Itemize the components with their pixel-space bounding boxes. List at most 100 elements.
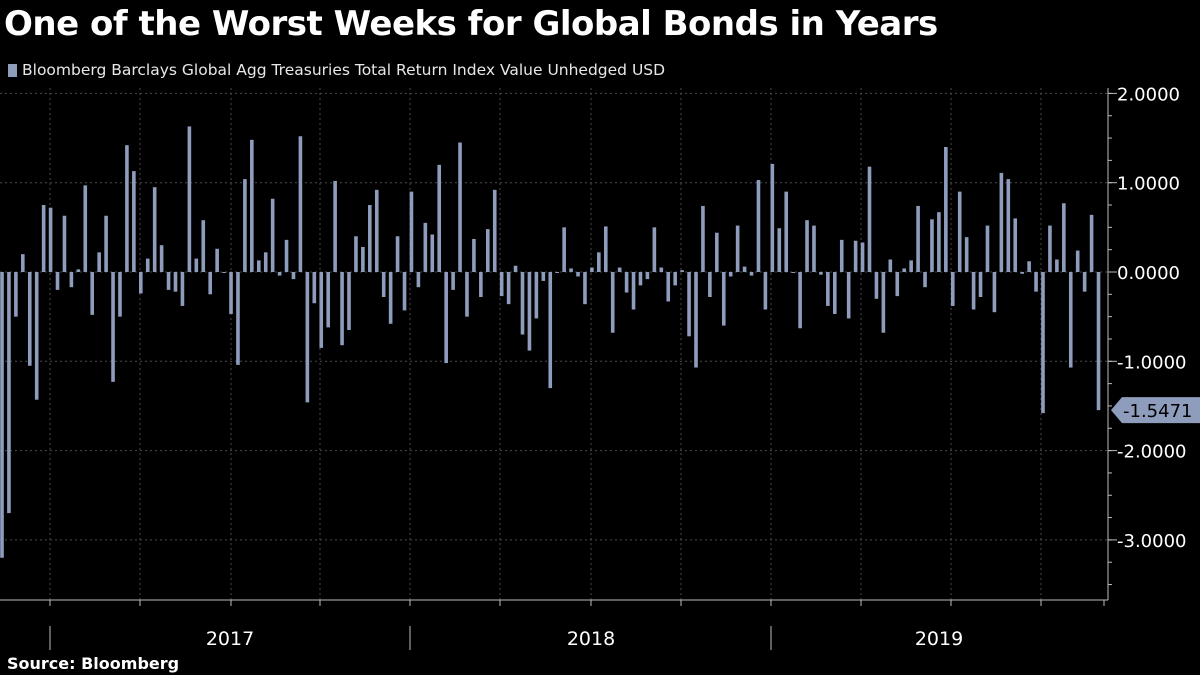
bar <box>1096 272 1101 411</box>
bar <box>735 225 740 272</box>
bar <box>256 260 261 272</box>
bar <box>1041 272 1045 414</box>
bar <box>950 272 955 306</box>
bar <box>194 258 199 272</box>
bar <box>971 272 976 310</box>
bar <box>944 146 948 272</box>
bar <box>985 225 990 272</box>
bar <box>208 272 212 295</box>
bar <box>187 126 192 272</box>
bar <box>0 272 4 558</box>
bar <box>874 272 879 299</box>
bar <box>846 272 851 319</box>
bar <box>381 272 386 297</box>
bar <box>1048 225 1052 272</box>
bar <box>347 272 351 331</box>
bar <box>62 215 67 272</box>
bar <box>41 205 46 272</box>
bar <box>909 260 913 272</box>
last-value-callout <box>1111 397 1200 424</box>
bar <box>159 245 164 272</box>
bar <box>680 270 684 272</box>
bar <box>166 272 171 290</box>
bar <box>437 164 442 272</box>
bar <box>833 272 837 314</box>
bar <box>21 254 25 272</box>
bar <box>777 228 782 272</box>
bar <box>409 191 414 272</box>
bar <box>1089 214 1094 272</box>
bar <box>708 272 712 297</box>
legend-swatch <box>8 63 17 77</box>
bar <box>506 272 511 305</box>
bar <box>34 272 39 400</box>
bar <box>770 163 775 272</box>
bar <box>617 267 622 272</box>
bar <box>694 272 698 368</box>
bar <box>826 272 830 306</box>
bar <box>48 207 53 272</box>
bar <box>597 252 601 272</box>
bar <box>465 272 469 317</box>
bar <box>583 272 587 305</box>
bar <box>853 240 858 272</box>
bar <box>895 272 900 297</box>
bar <box>118 272 122 317</box>
bar <box>749 272 754 276</box>
y-tick-label: -1.0000 <box>1117 352 1186 373</box>
bar <box>1034 272 1038 292</box>
y-tick-label: 1.0000 <box>1117 174 1180 195</box>
bar <box>534 272 539 319</box>
bar <box>250 139 254 272</box>
bar <box>104 215 108 272</box>
bar <box>388 272 393 324</box>
bar <box>152 187 157 272</box>
bar <box>229 272 233 314</box>
bar <box>173 272 178 292</box>
bar <box>1020 272 1024 274</box>
chart-title: One of the Worst Weeks for Global Bonds … <box>4 4 938 44</box>
bar <box>479 272 483 297</box>
bar <box>14 272 18 317</box>
bar <box>55 272 60 290</box>
bar <box>340 272 344 346</box>
bar <box>1068 272 1073 368</box>
bar <box>798 272 802 329</box>
bar <box>90 272 95 315</box>
bar <box>964 237 969 272</box>
bar <box>930 219 934 272</box>
bar <box>368 205 372 272</box>
bar <box>1013 218 1018 272</box>
bar <box>957 191 962 272</box>
bar <box>361 247 365 272</box>
bar <box>430 234 435 272</box>
bar <box>1027 261 1031 272</box>
bar <box>673 272 677 286</box>
x-tick-label: 2017 <box>206 628 254 650</box>
bar <box>236 272 240 365</box>
bar <box>1055 259 1059 272</box>
bar <box>576 272 580 277</box>
bar <box>902 268 906 272</box>
bar <box>819 272 823 275</box>
bar <box>139 272 143 294</box>
bar <box>881 272 886 333</box>
bar <box>305 272 310 403</box>
bar <box>27 272 32 366</box>
source-label: Source: Bloomberg <box>7 654 180 673</box>
bar <box>83 185 88 272</box>
bar <box>805 220 809 272</box>
bar <box>270 198 275 272</box>
bar <box>645 272 650 280</box>
last-value-label: -1.5471 <box>1123 401 1192 422</box>
bar <box>763 272 768 310</box>
bar <box>215 248 219 272</box>
bar <box>132 171 136 272</box>
legend: Bloomberg Barclays Global Agg Treasuries… <box>8 61 665 79</box>
bar <box>291 272 296 280</box>
bar <box>111 272 115 382</box>
bar <box>69 272 74 288</box>
bar <box>923 272 927 288</box>
bar <box>1082 272 1087 292</box>
